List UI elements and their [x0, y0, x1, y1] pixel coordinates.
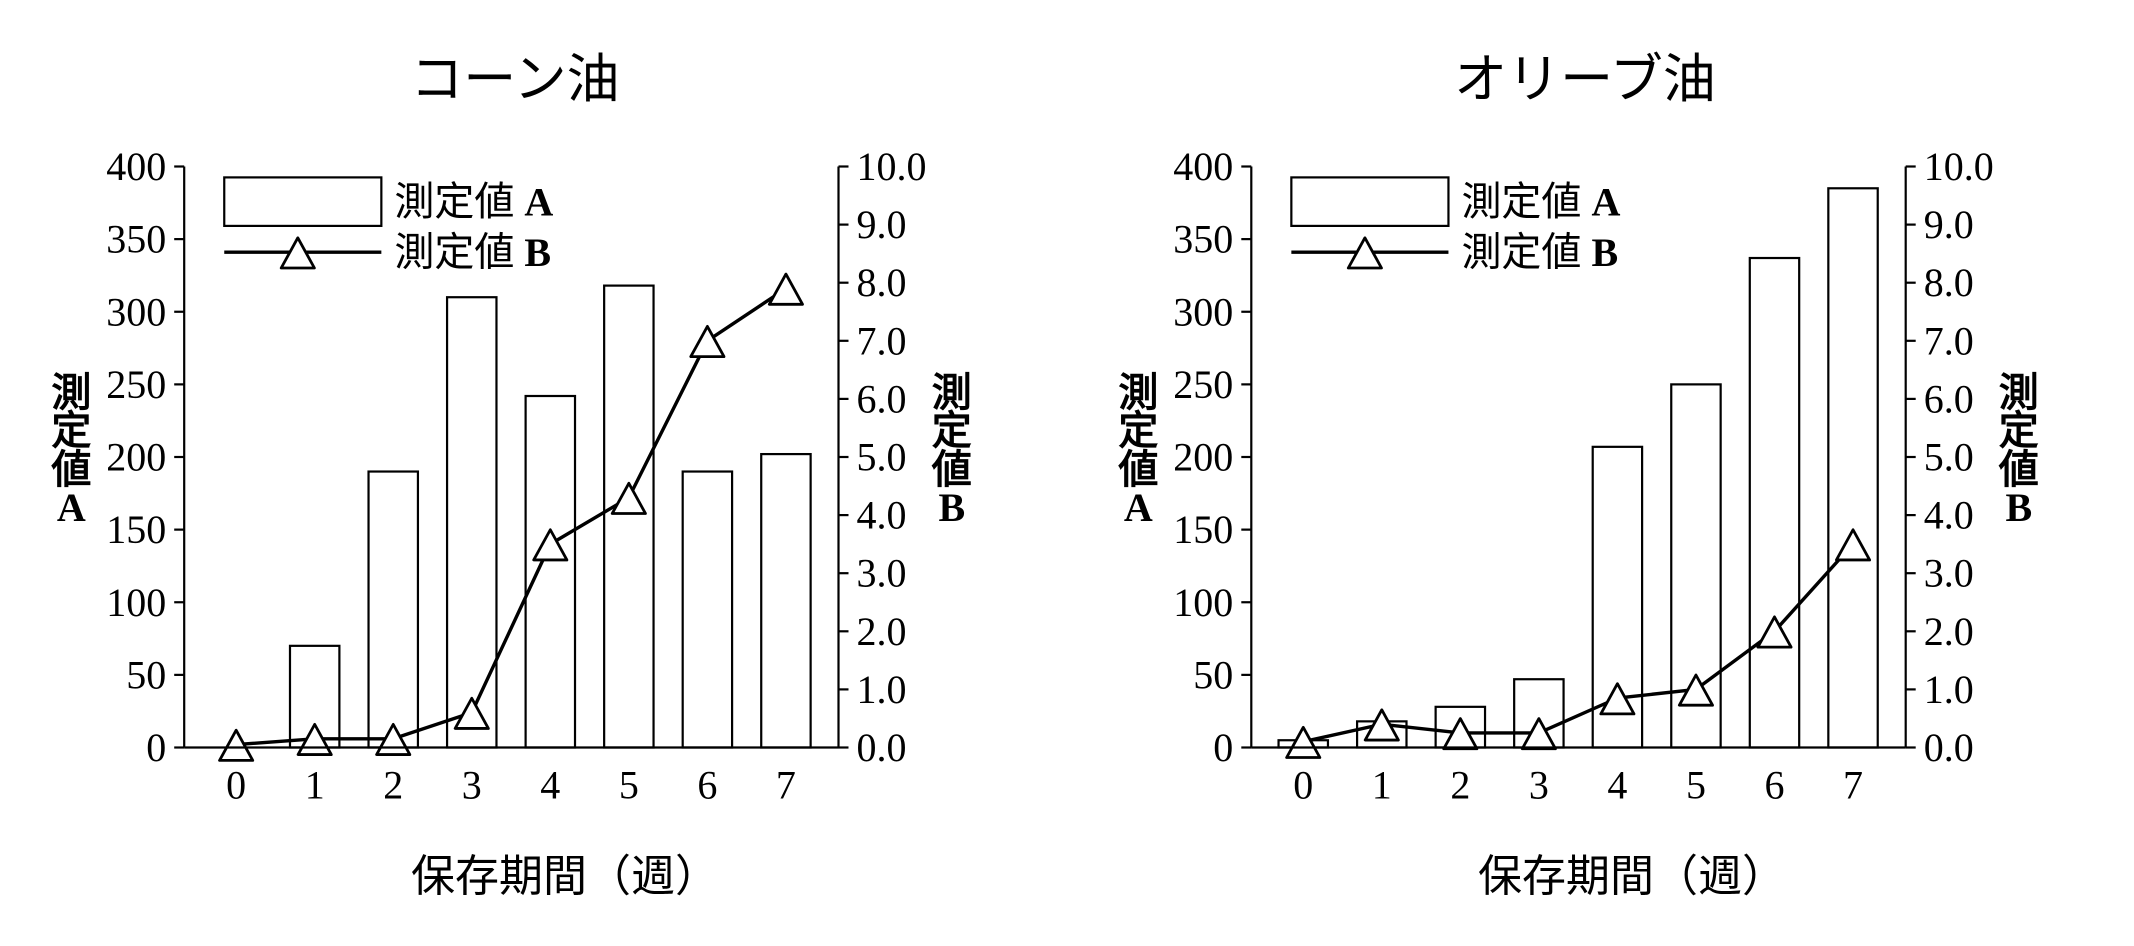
svg-text:3: 3 — [1529, 762, 1549, 807]
svg-text:5.0: 5.0 — [857, 435, 907, 480]
svg-text:3.0: 3.0 — [857, 551, 907, 596]
svg-text:0: 0 — [226, 762, 246, 807]
svg-text:測定値 A: 測定値 A — [394, 179, 553, 224]
svg-text:0.0: 0.0 — [1924, 725, 1974, 770]
svg-text:300: 300 — [1173, 289, 1233, 334]
svg-text:100: 100 — [106, 580, 166, 625]
svg-text:3: 3 — [462, 762, 482, 807]
svg-text:400: 400 — [106, 144, 166, 189]
svg-text:7.0: 7.0 — [1924, 318, 1974, 363]
svg-text:1.0: 1.0 — [1924, 667, 1974, 712]
svg-text:9.0: 9.0 — [857, 202, 907, 247]
svg-text:0: 0 — [1293, 762, 1313, 807]
svg-text:100: 100 — [1173, 580, 1233, 625]
svg-text:200: 200 — [1173, 435, 1233, 480]
svg-text:10.0: 10.0 — [1924, 144, 1994, 189]
svg-text:0: 0 — [146, 725, 166, 770]
svg-text:2: 2 — [383, 762, 403, 807]
svg-text:350: 350 — [1173, 217, 1233, 262]
svg-text:6: 6 — [1764, 762, 1784, 807]
svg-text:測定値 B: 測定値 B — [1461, 230, 1618, 275]
svg-text:5: 5 — [1686, 762, 1706, 807]
svg-text:0: 0 — [1213, 725, 1233, 770]
svg-text:8.0: 8.0 — [857, 260, 907, 305]
svg-text:4.0: 4.0 — [857, 493, 907, 538]
svg-text:5.0: 5.0 — [1924, 435, 1974, 480]
svg-text:150: 150 — [106, 507, 166, 552]
svg-text:7.0: 7.0 — [857, 318, 907, 363]
svg-text:1: 1 — [1372, 762, 1392, 807]
svg-text:4: 4 — [1607, 762, 1627, 807]
svg-text:150: 150 — [1173, 507, 1233, 552]
svg-text:6: 6 — [697, 762, 717, 807]
svg-text:測定値 A: 測定値 A — [1461, 179, 1620, 224]
svg-text:6.0: 6.0 — [857, 376, 907, 421]
svg-text:9.0: 9.0 — [1924, 202, 1974, 247]
svg-text:1.0: 1.0 — [857, 667, 907, 712]
svg-text:50: 50 — [1193, 652, 1233, 697]
svg-text:6.0: 6.0 — [1924, 376, 1974, 421]
svg-text:測定値 B: 測定値 B — [394, 230, 551, 275]
svg-text:1: 1 — [305, 762, 325, 807]
svg-text:10.0: 10.0 — [857, 144, 927, 189]
svg-text:4.0: 4.0 — [1924, 493, 1974, 538]
svg-text:7: 7 — [1843, 762, 1863, 807]
svg-text:0.0: 0.0 — [857, 725, 907, 770]
svg-text:200: 200 — [106, 435, 166, 480]
svg-text:2.0: 2.0 — [1924, 609, 1974, 654]
svg-text:350: 350 — [106, 217, 166, 262]
svg-text:250: 250 — [1173, 362, 1233, 407]
svg-text:3.0: 3.0 — [1924, 551, 1974, 596]
svg-text:250: 250 — [106, 362, 166, 407]
svg-text:2: 2 — [1450, 762, 1470, 807]
svg-text:4: 4 — [540, 762, 560, 807]
svg-text:2.0: 2.0 — [857, 609, 907, 654]
svg-text:400: 400 — [1173, 144, 1233, 189]
svg-text:50: 50 — [126, 652, 166, 697]
svg-text:5: 5 — [619, 762, 639, 807]
svg-text:300: 300 — [106, 289, 166, 334]
svg-text:8.0: 8.0 — [1924, 260, 1974, 305]
svg-text:7: 7 — [776, 762, 796, 807]
